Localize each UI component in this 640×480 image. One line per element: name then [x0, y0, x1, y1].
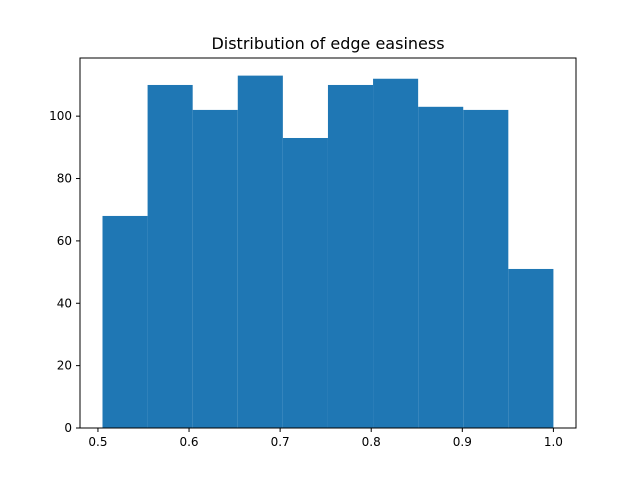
plot-frame [79, 57, 577, 429]
x-axis: 0.5 0.6 0.7 0.8 0.9 1.0 [88, 428, 563, 449]
histogram-bar-4 [237, 75, 283, 429]
histogram-bar-1 [102, 215, 148, 428]
histogram-bar-8 [418, 106, 464, 429]
histogram-bar-2 [147, 84, 193, 428]
histogram-bar-3 [192, 109, 238, 429]
x-tick-label: 0.9 [453, 435, 472, 449]
histogram-bars [102, 75, 554, 429]
chart-title: Distribution of edge easiness [211, 34, 444, 53]
y-tick-label: 40 [57, 296, 72, 310]
histogram-bar-6 [327, 84, 374, 428]
y-tick-label: 80 [57, 172, 72, 186]
y-tick-label: 60 [57, 234, 72, 248]
x-tick-label: 0.7 [271, 435, 290, 449]
x-tick-label: 0.5 [88, 435, 107, 449]
y-axis: 0 20 40 60 80 100 [49, 109, 80, 435]
y-tick-label: 20 [57, 359, 72, 373]
y-tick-label: 0 [64, 421, 72, 435]
x-tick-label: 0.6 [179, 435, 198, 449]
x-tick-label: 1.0 [544, 435, 563, 449]
y-tick-label: 100 [49, 109, 72, 123]
histogram-bar-7 [373, 78, 419, 429]
histogram-bar-10 [508, 268, 554, 428]
histogram-bar-9 [463, 109, 509, 429]
x-tick-label: 0.8 [362, 435, 381, 449]
histogram-bar-5 [282, 137, 328, 429]
